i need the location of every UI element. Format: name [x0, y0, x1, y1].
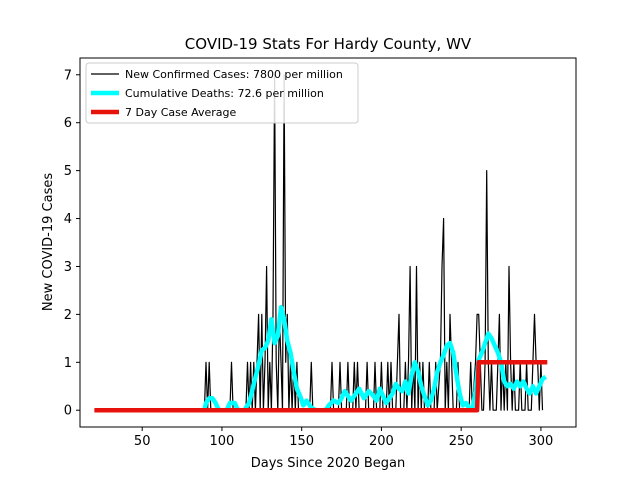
y-axis-label: New COVID-19 Cases — [41, 173, 56, 311]
legend-item-cumulative-deaths-label: Cumulative Deaths: 72.6 per million — [125, 87, 324, 100]
y-tick-label: 6 — [64, 116, 72, 131]
y-tick-label: 1 — [64, 356, 72, 371]
y-axis: 0 1 2 3 4 5 6 7 — [64, 68, 80, 419]
legend: New Confirmed Cases: 7800 per million Cum… — [85, 62, 359, 124]
x-tick-label: 50 — [134, 434, 151, 449]
y-tick-label: 5 — [64, 164, 72, 179]
series-new-cases-line — [94, 74, 544, 411]
series-cumulative-deaths-line — [202, 304, 548, 413]
x-tick-label: 150 — [289, 434, 314, 449]
x-tick-label: 100 — [210, 434, 235, 449]
series-7-day-average-line — [94, 360, 548, 413]
chart-title: COVID-19 Stats For Hardy County, WV — [185, 35, 472, 53]
x-axis-label: Days Since 2020 Began — [251, 456, 406, 471]
legend-item-new-cases-label: New Confirmed Cases: 7800 per million — [125, 68, 343, 81]
y-tick-label: 0 — [64, 404, 72, 419]
y-tick-label: 2 — [64, 308, 72, 323]
y-tick-label: 7 — [64, 68, 72, 83]
plot-area: 50 100 150 200 250 300 0 1 2 3 4 5 6 7 — [64, 57, 577, 449]
x-tick-label: 250 — [449, 434, 474, 449]
plot-frame — [79, 57, 577, 428]
x-axis: 50 100 150 200 250 300 — [134, 427, 553, 449]
x-tick-label: 200 — [369, 434, 394, 449]
legend-box — [85, 62, 359, 124]
series-layer — [94, 74, 548, 413]
y-tick-label: 3 — [64, 260, 72, 275]
x-tick-label: 300 — [528, 434, 553, 449]
y-tick-label: 4 — [64, 212, 72, 227]
legend-item-7-day-average-label: 7 Day Case Average — [125, 106, 237, 119]
